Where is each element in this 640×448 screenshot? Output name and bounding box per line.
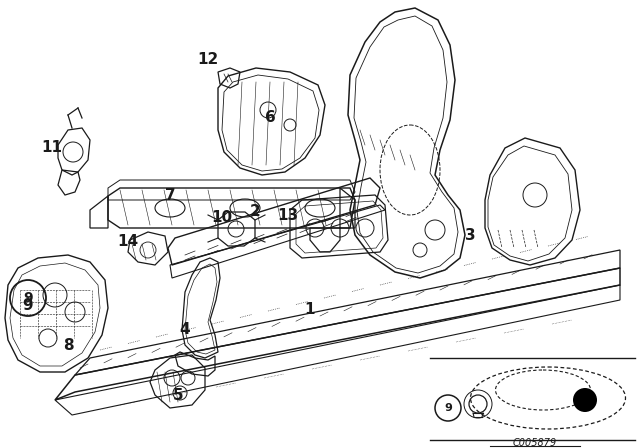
Text: 9: 9 bbox=[444, 403, 452, 413]
Text: 13: 13 bbox=[277, 207, 299, 223]
Text: 14: 14 bbox=[117, 234, 139, 250]
Text: 11: 11 bbox=[42, 141, 63, 155]
Text: 8: 8 bbox=[63, 337, 74, 353]
Text: 9: 9 bbox=[22, 297, 33, 313]
Text: C005879: C005879 bbox=[513, 438, 557, 448]
Text: 6: 6 bbox=[264, 111, 275, 125]
Text: 12: 12 bbox=[197, 52, 219, 68]
Text: 4: 4 bbox=[180, 323, 190, 337]
Text: 7: 7 bbox=[164, 188, 175, 202]
Text: 1: 1 bbox=[305, 302, 316, 318]
Text: 3: 3 bbox=[465, 228, 476, 242]
Text: 10: 10 bbox=[211, 211, 232, 225]
Circle shape bbox=[573, 388, 597, 412]
Text: 2: 2 bbox=[250, 204, 260, 220]
Text: 9: 9 bbox=[23, 291, 33, 305]
Text: 5: 5 bbox=[173, 388, 183, 402]
